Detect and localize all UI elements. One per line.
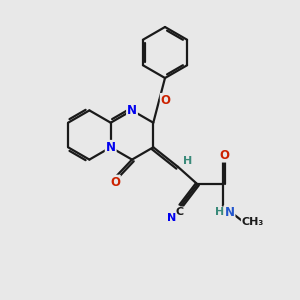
Text: H: H (183, 156, 192, 167)
Text: H: H (215, 207, 224, 218)
Text: O: O (110, 176, 120, 189)
Text: N: N (224, 206, 235, 219)
Text: O: O (161, 94, 171, 107)
Text: N: N (106, 141, 116, 154)
Text: O: O (219, 148, 230, 162)
Text: N: N (167, 213, 176, 224)
Text: N: N (127, 104, 137, 117)
Text: C: C (175, 207, 184, 218)
Text: CH₃: CH₃ (242, 217, 264, 227)
